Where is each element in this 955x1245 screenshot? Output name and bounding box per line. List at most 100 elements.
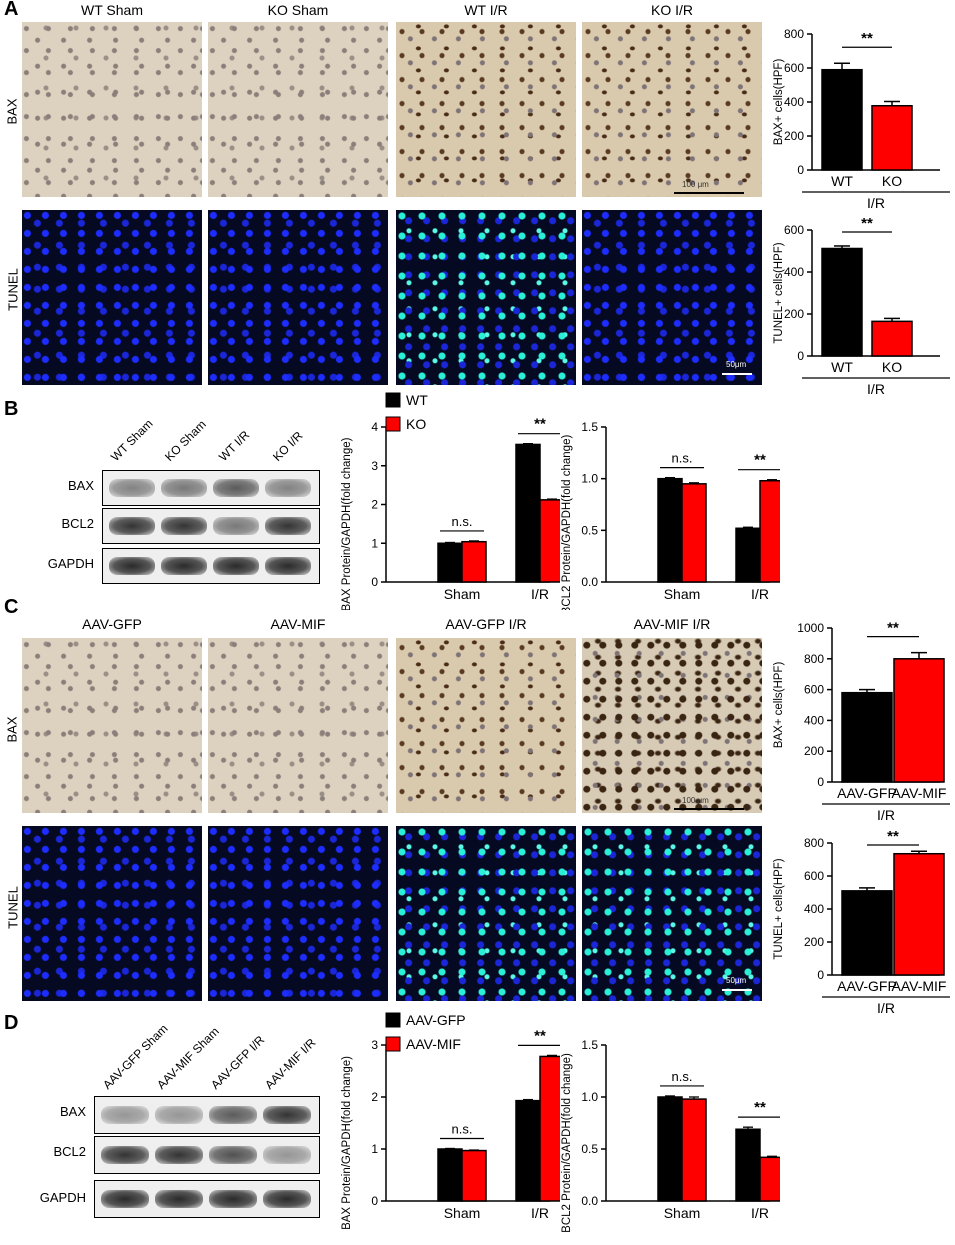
band — [213, 517, 259, 535]
band — [161, 557, 207, 575]
y-tick-label: 600 — [784, 223, 804, 237]
y-tick-label: 600 — [804, 869, 824, 883]
y-tick-label: 400 — [804, 713, 824, 727]
panel-letter-b: B — [4, 398, 19, 420]
y-axis-label: BAX Protein/GAPDH(fold change) — [341, 437, 353, 610]
significance-label: ** — [754, 452, 766, 469]
blot-label-bax: BAX — [67, 478, 94, 493]
blot-label-bcl2: BCL2 — [61, 516, 94, 531]
col-label-aav-gfp-ir: AAV-GFP I/R — [445, 616, 527, 632]
y-tick-label: 800 — [804, 836, 824, 850]
y-tick-label: 2 — [371, 1090, 378, 1104]
scalebar-label: 100 μm — [682, 180, 709, 189]
y-tick-label: 1.5 — [581, 1038, 598, 1052]
group-label: I/R — [877, 1000, 895, 1016]
bar — [657, 477, 683, 583]
col-label-aav-gfp: AAV-GFP — [82, 616, 142, 632]
bar — [841, 890, 893, 976]
y-tick-label: 200 — [784, 129, 804, 143]
x-tick-label: KO — [882, 359, 902, 375]
band — [209, 1146, 257, 1164]
legend-swatch — [385, 1012, 401, 1028]
chart-d-bax: 0 1 2 3 BAX Protein/GAPDH(fold change) Sham n.… — [341, 1012, 560, 1230]
col-label-ko-sham: KO Sham — [267, 2, 329, 18]
band — [263, 1146, 311, 1164]
scalebar-label: 50μm — [726, 976, 747, 985]
row-label-tunel: TUNEL — [5, 268, 21, 311]
band — [209, 1190, 257, 1208]
western-blot-gapdh — [94, 1180, 320, 1218]
bar — [515, 443, 541, 583]
y-axis-label: BAX+ cells(HPF) — [773, 662, 785, 749]
row-label-bax: BAX — [4, 716, 20, 743]
tunel-image-aav-mif — [208, 826, 388, 1001]
band — [155, 1106, 203, 1124]
bar — [657, 1096, 683, 1202]
significance-label: n.s. — [672, 1069, 693, 1084]
bar — [437, 1148, 463, 1202]
chart-c-bax: 0 200 400 600 800 1000 BAX+ cells(HPF) AAV-GFPA… — [773, 620, 950, 823]
lane-label: KO Sham — [162, 417, 209, 464]
legend-swatch — [385, 1036, 401, 1052]
ihc-image-wt-sham — [22, 22, 202, 197]
bar — [461, 1149, 487, 1202]
western-blot-bax — [102, 470, 320, 506]
tunel-image-ko-sham — [208, 210, 388, 385]
y-tick-label: 400 — [784, 95, 804, 109]
group-label: I/R — [877, 807, 895, 823]
bar — [681, 483, 707, 583]
col-label-aav-mif-ir: AAV-MIF I/R — [633, 616, 711, 632]
lane-label: AAV-GFP I/R — [208, 1032, 268, 1092]
blot-label-bcl2: BCL2 — [53, 1144, 86, 1159]
band — [101, 1106, 149, 1124]
tunel-image-wt-ir — [396, 210, 576, 385]
y-tick-label: 3 — [371, 1038, 378, 1052]
y-tick-label: 600 — [784, 61, 804, 75]
x-tick-label: I/R — [531, 1205, 549, 1221]
y-tick-label: 600 — [804, 683, 824, 697]
y-tick-label: 0.5 — [581, 523, 598, 537]
x-tick-label: KO — [882, 173, 902, 189]
tunel-image-wt-sham — [22, 210, 202, 385]
y-tick-label: 1 — [371, 536, 378, 550]
legend-swatch — [385, 392, 401, 408]
bar — [681, 1098, 707, 1202]
bar — [759, 479, 780, 583]
significance-label: ** — [887, 620, 899, 637]
significance-label: ** — [861, 30, 873, 47]
y-tick-label: 800 — [784, 27, 804, 41]
band — [265, 517, 311, 535]
lane-label: WT Sham — [108, 416, 156, 464]
chart-c-tunel: 0 200 400 600 800 TUNEL+ cells(HPF) AAV-GFPAAV… — [773, 828, 950, 1016]
western-blot-bcl2 — [94, 1136, 320, 1174]
band — [213, 479, 259, 497]
y-tick-label: 0 — [797, 163, 804, 177]
ihc-image-wt-ir — [396, 22, 576, 197]
western-blot-bax — [94, 1096, 320, 1134]
bar — [735, 1128, 761, 1202]
chart-b-bcl2: 0.0 0.5 1.0 1.5 BCL2 Protein/GAPDH(fold chan… — [561, 420, 780, 610]
ihc-image-aav-mif-ir: 100 μm — [582, 638, 762, 813]
x-tick-label: I/R — [751, 586, 769, 602]
y-tick-label: 2 — [371, 498, 378, 512]
x-tick-label: AAV-GFP — [837, 978, 897, 994]
y-axis-label: BAX+ cells(HPF) — [773, 59, 785, 146]
legend-swatch — [385, 416, 401, 432]
band — [155, 1190, 203, 1208]
ihc-image-aav-gfp — [22, 638, 202, 813]
scalebar-label: 50μm — [726, 360, 747, 369]
ihc-image-ko-ir: 100 μm — [582, 22, 762, 197]
y-tick-label: 200 — [804, 935, 824, 949]
x-tick-label: I/R — [751, 1205, 769, 1221]
significance-label: ** — [534, 1027, 546, 1044]
bar — [437, 542, 463, 583]
bar — [735, 527, 761, 583]
x-tick-label: I/R — [531, 586, 549, 602]
lane-label: KO I/R — [270, 428, 306, 464]
y-tick-label: 400 — [784, 265, 804, 279]
y-tick-label: 0.5 — [581, 1142, 598, 1156]
bar — [871, 320, 913, 357]
band — [109, 479, 155, 497]
chart-a-bax: 0 200 400 600 800 BAX+ cells(HPF) WT KO I/R ** — [773, 27, 950, 210]
row-label-bax: BAX — [4, 98, 20, 125]
